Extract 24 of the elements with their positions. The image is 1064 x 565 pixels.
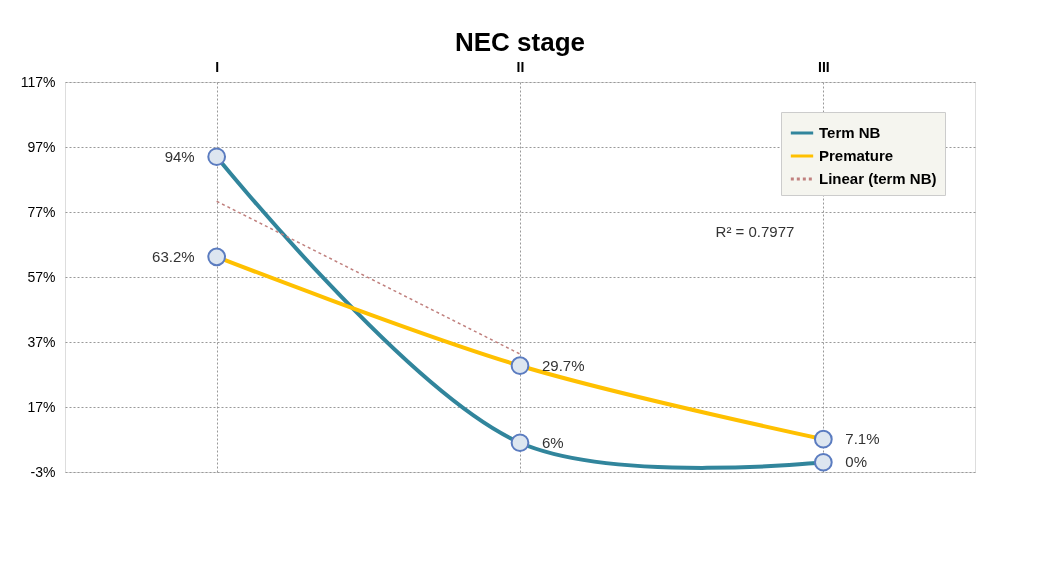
data-label: 63.2%	[152, 247, 195, 265]
data-label: 29.7%	[542, 356, 585, 374]
point	[510, 433, 530, 453]
x-tick-label: I	[215, 58, 220, 75]
legend-label: Premature	[819, 147, 894, 164]
y-tick-label: -3%	[30, 463, 56, 480]
y-tick-label: 97%	[27, 138, 56, 155]
y-tick-label: 17%	[27, 398, 56, 415]
legend-label: Linear (term NB)	[819, 170, 937, 187]
y-tick-label: 117%	[20, 73, 56, 90]
data-label: 0%	[845, 453, 868, 471]
point	[207, 147, 227, 167]
point	[813, 452, 833, 472]
y-tick-label: 77%	[27, 203, 56, 220]
y-tick-label: 57%	[27, 268, 56, 285]
x-tick-label: II	[516, 58, 525, 75]
data-label: 7.1%	[845, 430, 880, 448]
data-label: 6%	[542, 433, 564, 451]
y-tick-label: 37%	[27, 333, 56, 350]
chart-title: NEC stage	[454, 27, 586, 57]
legend-label: Term NB	[819, 124, 881, 141]
x-tick-label: III	[818, 58, 830, 75]
annotation: R² = 0.7977	[715, 223, 795, 240]
data-label: 94%	[164, 147, 195, 165]
